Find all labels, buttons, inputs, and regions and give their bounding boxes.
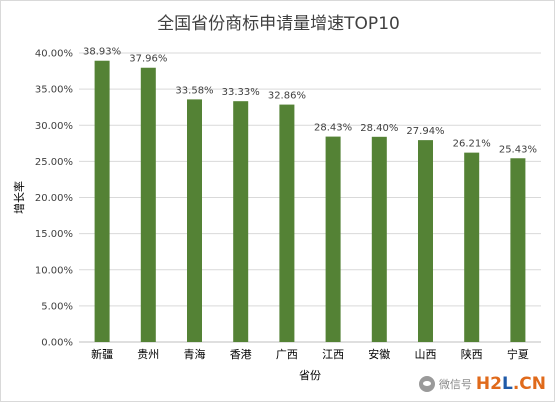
data-label: 37.96% — [129, 54, 167, 65]
bar — [325, 136, 341, 342]
x-tick-label: 新疆 — [91, 347, 113, 361]
y-tick-label: 25.00% — [35, 157, 73, 168]
y-tick-label: 15.00% — [35, 229, 73, 240]
bar — [464, 152, 480, 342]
x-tick-label: 山西 — [415, 348, 437, 361]
y-axis-title: 增长率 — [12, 181, 26, 214]
y-tick-label: 40.00% — [35, 49, 73, 60]
data-label: 33.58% — [175, 85, 213, 96]
watermark: 微信号 H2L.CN — [418, 373, 546, 395]
y-tick-label: 5.00% — [41, 301, 73, 312]
data-label: 27.94% — [406, 126, 444, 137]
x-tick-label: 江西 — [322, 348, 344, 361]
x-tick-label: 贵州 — [137, 348, 159, 361]
data-label: 25.43% — [499, 144, 537, 155]
data-label: 28.40% — [360, 123, 398, 134]
bar — [371, 136, 387, 342]
x-tick-label: 陕西 — [461, 347, 483, 361]
x-tick-label: 青海 — [184, 347, 206, 361]
bar — [233, 101, 249, 342]
x-tick-label: 安徽 — [368, 347, 390, 361]
bar — [418, 140, 433, 342]
chart-title: 全国省份商标申请量增速TOP10 — [157, 14, 400, 34]
y-tick-label: 35.00% — [35, 85, 73, 96]
bar — [187, 99, 202, 343]
site-logo: H2L.CN — [475, 374, 546, 394]
bar — [94, 60, 110, 343]
data-label: 26.21% — [453, 139, 491, 150]
x-axis-title: 省份 — [299, 369, 321, 382]
data-label: 28.43% — [314, 123, 352, 134]
wechat-icon — [418, 376, 435, 392]
y-tick-label: 20.00% — [35, 193, 73, 204]
bar — [140, 67, 156, 342]
y-tick-label: 0.00% — [41, 338, 73, 349]
x-tick-label: 广西 — [276, 348, 298, 361]
x-tick-label: 香港 — [230, 348, 252, 361]
data-label: 32.86% — [268, 91, 306, 102]
data-label: 38.93% — [83, 47, 121, 58]
y-tick-label: 30.00% — [35, 121, 73, 132]
data-label: 33.33% — [222, 87, 260, 98]
watermark-text: 微信号 — [438, 378, 472, 391]
bar — [279, 104, 295, 342]
x-tick-label: 宁夏 — [507, 347, 529, 361]
y-tick-label: 10.00% — [35, 265, 73, 276]
bar — [510, 158, 526, 342]
